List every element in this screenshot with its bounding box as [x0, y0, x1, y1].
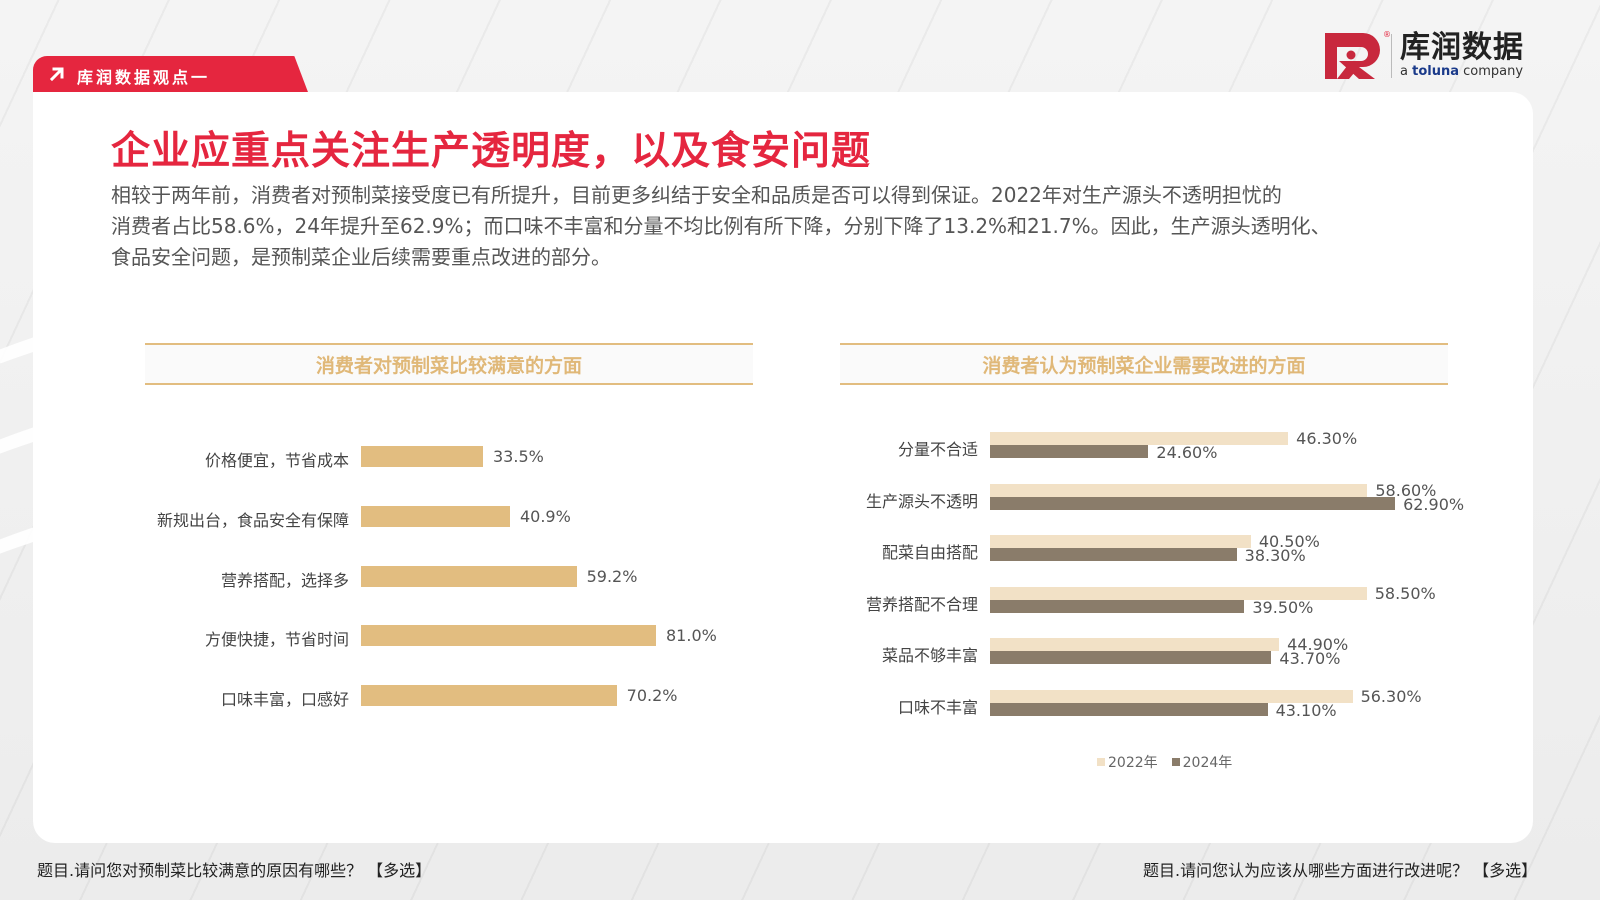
category-label: 口味丰富，口感好	[220, 690, 349, 710]
footnote-left-question: 题目.请问您对预制菜比较满意的原因有哪些？ 【多选】	[37, 861, 432, 880]
value-label: 81.0%	[666, 626, 717, 646]
registered-mark: ®	[1383, 30, 1391, 39]
bar-2024	[990, 496, 1396, 510]
category-label: 生产源头不透明	[865, 491, 978, 511]
chart-satisfaction-title: 消费者对预制菜比较满意的方面	[145, 343, 753, 385]
bar	[361, 446, 483, 467]
brand-logo: ® 库润数据 a toluna company	[1325, 30, 1524, 82]
summary-line: 消费者占比58.6%，24年提升至62.9%；而口味不丰富和分量不均比例有所下降…	[111, 214, 1331, 238]
kr-logo-icon	[1325, 33, 1380, 79]
category-label: 菜品不够丰富	[881, 646, 978, 666]
content-card	[33, 92, 1533, 843]
value-label: 59.2%	[586, 566, 638, 586]
legend-item-2022: 2022年	[1097, 752, 1158, 772]
category-label: 价格便宜，节省成本	[204, 451, 349, 470]
brand-name-cn: 库润数据	[1400, 30, 1524, 65]
bar-2022	[990, 690, 1353, 703]
section-tab-label: 库润数据观点一	[77, 68, 211, 87]
page-title: 企业应重点关注生产透明度，以及食安问题	[111, 129, 872, 174]
value-label: 70.2%	[626, 686, 678, 706]
value-label: 33.5%	[493, 447, 544, 466]
category-label: 配菜自由搭配	[881, 543, 978, 563]
arrow-up-right-icon	[49, 67, 64, 82]
value-label-2024: 43.70%	[1279, 649, 1341, 669]
bar	[361, 625, 656, 647]
chart-legend: 2022年 2024年	[1097, 752, 1232, 772]
category-label: 新规出台，食品安全有保障	[156, 510, 349, 530]
bar	[361, 565, 577, 587]
value-label-2022: 46.30%	[1296, 429, 1358, 448]
summary-line: 食品安全问题，是预制菜企业后续需要重点改进的部分。	[111, 245, 611, 269]
value-label-2024: 62.90%	[1403, 494, 1465, 514]
bar-2022	[990, 483, 1368, 497]
category-label: 方便快捷，节省时间	[204, 630, 349, 650]
bar-2024	[990, 445, 1149, 458]
bar	[361, 505, 510, 527]
value-label-2024: 43.10%	[1275, 701, 1337, 720]
value-label: 40.9%	[519, 506, 571, 526]
summary-paragraph: 相较于两年前，消费者对预制菜接受度已有所提升，目前更多纠结于安全和品质是否可以得…	[111, 180, 1471, 273]
value-label-2024: 24.60%	[1156, 443, 1218, 462]
bar-2024	[990, 548, 1237, 562]
brand-tagline: a toluna company	[1400, 64, 1524, 79]
value-label-2022: 56.30%	[1360, 687, 1422, 706]
bar-2022	[990, 638, 1280, 652]
bar	[361, 685, 617, 707]
category-label: 营养搭配不合理	[865, 594, 978, 614]
category-label: 分量不合适	[897, 440, 978, 459]
value-label-2022: 40.50%	[1258, 532, 1320, 552]
bar-2024	[990, 651, 1272, 665]
bar-2022	[990, 586, 1367, 600]
bar-2024	[990, 599, 1245, 613]
bar-2024	[990, 703, 1268, 716]
bar-2022	[990, 432, 1289, 445]
value-label-2022: 44.90%	[1287, 635, 1349, 655]
value-label-2022: 58.50%	[1374, 583, 1436, 603]
value-label-2024: 39.50%	[1252, 597, 1314, 617]
chart-improvement-title: 消费者认为预制菜企业需要改进的方面	[840, 343, 1448, 385]
value-label-2022: 58.60%	[1375, 480, 1437, 500]
summary-line: 相较于两年前，消费者对预制菜接受度已有所提升，目前更多纠结于安全和品质是否可以得…	[111, 183, 1282, 207]
legend-swatch	[1171, 758, 1180, 766]
category-label: 营养搭配，选择多	[220, 570, 349, 590]
category-label: 口味不丰富	[897, 698, 978, 717]
bar-2022	[990, 535, 1251, 549]
legend-swatch	[1097, 758, 1105, 766]
value-label-2024: 38.30%	[1244, 546, 1306, 566]
footnote-right-question: 题目.请问您认为应该从哪些方面进行改进呢？ 【多选】	[1143, 861, 1538, 880]
logo-divider	[1391, 34, 1392, 78]
legend-item-2024: 2024年	[1171, 752, 1232, 772]
